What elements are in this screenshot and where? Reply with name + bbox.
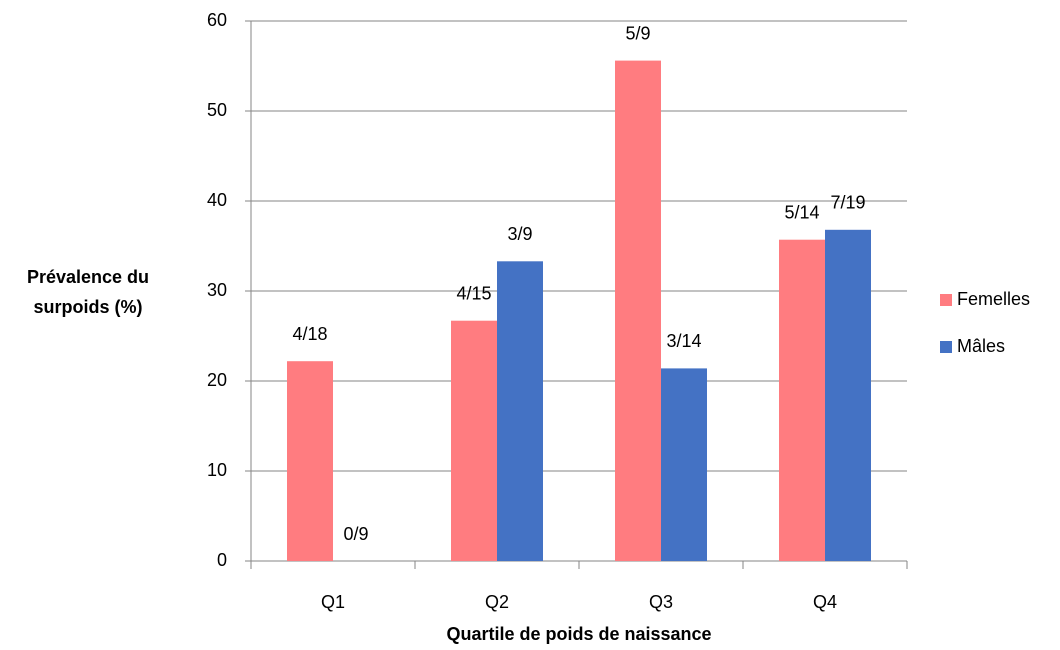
bar bbox=[661, 368, 707, 561]
legend-label: Mâles bbox=[957, 336, 1005, 356]
y-tick-label: 10 bbox=[207, 460, 227, 480]
x-tick-label: Q4 bbox=[813, 592, 837, 612]
data-label: 5/14 bbox=[784, 202, 819, 222]
bar bbox=[451, 320, 497, 561]
y-tick-label: 0 bbox=[217, 550, 227, 570]
legend-swatch bbox=[940, 294, 952, 306]
data-label: 5/9 bbox=[625, 23, 650, 43]
x-axis-label: Quartile de poids de naissance bbox=[446, 624, 711, 644]
y-tick-label: 30 bbox=[207, 280, 227, 300]
bar bbox=[287, 361, 333, 561]
data-label: 3/14 bbox=[666, 331, 701, 351]
legend-label: Femelles bbox=[957, 289, 1030, 309]
data-label: 4/15 bbox=[456, 283, 491, 303]
y-tick-label: 60 bbox=[207, 10, 227, 30]
data-label: 7/19 bbox=[830, 193, 865, 213]
legend-swatch bbox=[940, 341, 952, 353]
y-tick-label: 50 bbox=[207, 100, 227, 120]
y-tick-label: 20 bbox=[207, 370, 227, 390]
bar bbox=[779, 239, 825, 561]
y-tick-label: 40 bbox=[207, 190, 227, 210]
bar bbox=[497, 261, 543, 561]
data-label: 0/9 bbox=[343, 524, 368, 544]
bar bbox=[615, 60, 661, 561]
x-tick-label: Q1 bbox=[321, 592, 345, 612]
y-axis-label: Prévalence du surpoids (%) bbox=[26, 267, 150, 317]
x-tick-label: Q2 bbox=[485, 592, 509, 612]
bar bbox=[825, 229, 871, 562]
data-label: 4/18 bbox=[292, 324, 327, 344]
x-tick-label: Q3 bbox=[649, 592, 673, 612]
data-label: 3/9 bbox=[507, 224, 532, 244]
